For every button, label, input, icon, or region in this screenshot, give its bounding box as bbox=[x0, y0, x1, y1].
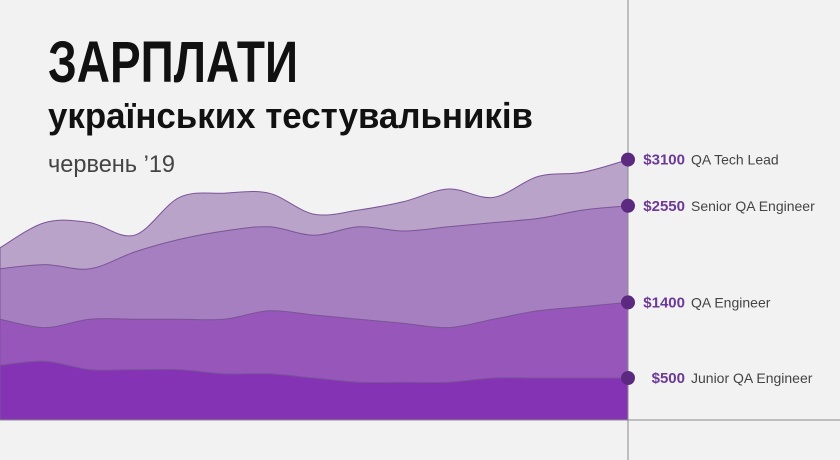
legend-label: Senior QA Engineer bbox=[691, 198, 815, 214]
value-label: $2550 bbox=[643, 198, 685, 215]
chart-title: ЗАРПЛАТИ bbox=[48, 30, 298, 95]
end-dot bbox=[621, 198, 635, 213]
chart-date: червень ’19 bbox=[48, 151, 175, 178]
end-dot bbox=[621, 295, 635, 310]
chart-subtitle: українських тестувальників bbox=[48, 95, 533, 136]
end-dot bbox=[621, 152, 635, 167]
plot-area bbox=[0, 158, 629, 421]
value-label: $500 bbox=[652, 370, 685, 387]
value-label: $1400 bbox=[643, 294, 685, 311]
legend-label: Junior QA Engineer bbox=[691, 370, 813, 386]
legend-label: QA Engineer bbox=[691, 294, 771, 310]
value-label: $3100 bbox=[643, 152, 685, 169]
area bbox=[0, 360, 629, 421]
end-dot bbox=[621, 371, 635, 385]
legend-label: QA Tech Lead bbox=[691, 152, 779, 168]
